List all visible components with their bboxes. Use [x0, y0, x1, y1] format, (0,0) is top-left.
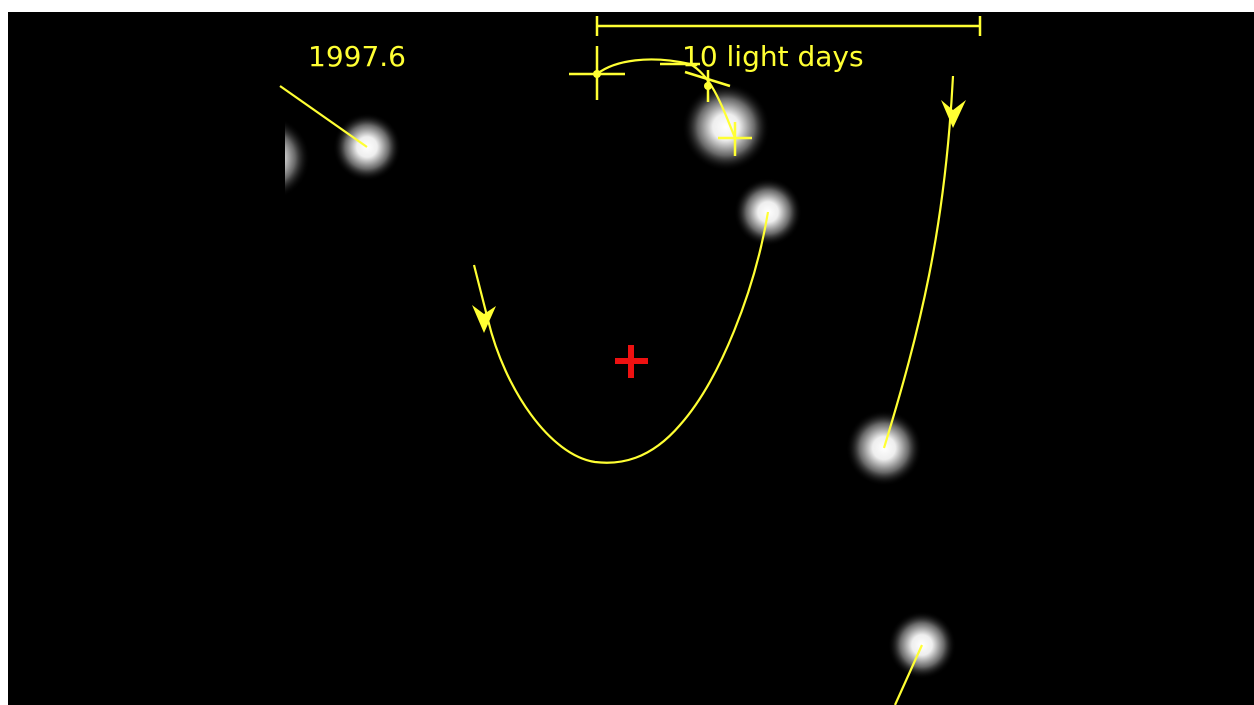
- position-point: [593, 70, 601, 78]
- sky-view: 10 light days 1997.6: [0, 0, 1254, 705]
- star: [682, 83, 770, 171]
- epoch-label: 1997.6: [308, 40, 406, 73]
- page: 10 light days 1997.6 (() => { const data…: [0, 0, 1254, 705]
- scale-label: 10 light days: [682, 40, 864, 73]
- position-point: [704, 82, 712, 90]
